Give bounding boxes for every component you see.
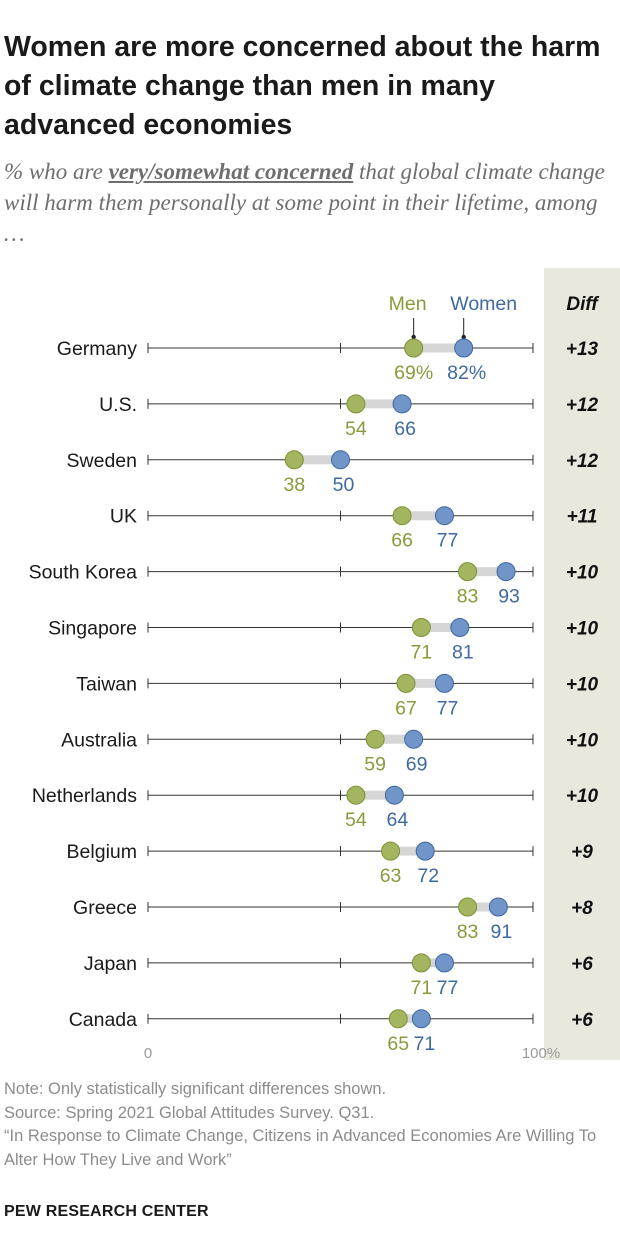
- men-dot-belgium: [381, 841, 401, 861]
- women-dot-south-korea: [496, 562, 516, 582]
- men-dot-taiwan: [396, 673, 416, 693]
- women-value-germany: 82%: [447, 362, 486, 384]
- men-value-japan: 71: [410, 977, 432, 999]
- men-value-australia: 59: [364, 753, 386, 775]
- women-value-u-s: 66: [394, 418, 416, 440]
- country-label-taiwan: Taiwan: [76, 673, 137, 695]
- diff-value-south-korea: +10: [566, 563, 599, 584]
- women-dot-u-s: [392, 394, 412, 414]
- diff-value-sweden: +12: [566, 451, 599, 472]
- country-label-netherlands: Netherlands: [32, 785, 137, 807]
- subtitle-tail: that global climate change will harm the…: [4, 159, 605, 246]
- legend-men: Men: [389, 293, 427, 315]
- men-value-germany: 69%: [394, 362, 433, 384]
- women-value-netherlands: 64: [387, 809, 409, 831]
- country-label-belgium: Belgium: [67, 841, 137, 863]
- women-dot-japan: [434, 953, 454, 973]
- legend-men-pointer-dot: [411, 334, 416, 340]
- country-label-south-korea: South Korea: [29, 562, 138, 584]
- source-text: Source: Spring 2021 Global Attitudes Sur…: [4, 1103, 375, 1122]
- diff-column-background: [544, 268, 620, 1060]
- men-dot-germany: [404, 338, 424, 358]
- men-dot-australia: [365, 729, 385, 749]
- men-value-canada: 65: [387, 1033, 409, 1055]
- men-value-belgium: 63: [380, 865, 402, 887]
- diff-value-australia: +10: [566, 730, 599, 751]
- x-tick-label-100: 100%: [522, 1045, 560, 1062]
- diff-value-u-s: +12: [566, 395, 599, 416]
- men-value-sweden: 38: [283, 474, 305, 496]
- subtitle-lead: % who are: [4, 159, 109, 184]
- dot-plot-chart: Men Women Diff Germany 69% 82% +13 U.S. 54 66 +12 S…: [29, 268, 620, 1062]
- women-dot-belgium: [415, 841, 435, 861]
- men-dot-greece: [458, 897, 478, 917]
- diff-value-singapore: +10: [566, 619, 599, 640]
- women-dot-netherlands: [384, 785, 404, 805]
- women-value-canada: 71: [413, 1033, 435, 1055]
- women-value-sweden: 50: [333, 474, 355, 496]
- country-label-canada: Canada: [69, 1009, 137, 1031]
- men-dot-canada: [388, 1009, 408, 1029]
- men-dot-south-korea: [458, 562, 478, 582]
- men-dot-sweden: [284, 450, 304, 470]
- country-label-germany: Germany: [57, 338, 137, 360]
- men-dot-netherlands: [346, 785, 366, 805]
- report-text: “In Response to Climate Change, Citizens…: [4, 1127, 597, 1169]
- women-value-uk: 77: [437, 530, 459, 552]
- men-value-greece: 83: [457, 921, 479, 943]
- women-value-singapore: 81: [452, 642, 474, 664]
- women-dot-sweden: [331, 450, 350, 470]
- diff-value-taiwan: +10: [566, 674, 599, 695]
- women-value-taiwan: 77: [437, 697, 459, 719]
- chart-title: Women are more concerned about the harm …: [4, 31, 601, 141]
- legend-women-pointer-dot: [461, 334, 466, 340]
- country-label-japan: Japan: [84, 953, 137, 975]
- women-value-belgium: 72: [417, 865, 439, 887]
- men-value-taiwan: 67: [395, 697, 417, 719]
- men-value-south-korea: 83: [457, 586, 479, 608]
- men-value-singapore: 71: [410, 642, 432, 664]
- men-dot-japan: [411, 953, 431, 973]
- diff-header: Diff: [566, 294, 599, 315]
- subtitle-emphasis: very/somewhat concerned: [108, 159, 354, 184]
- x-tick-label-0: 0: [144, 1045, 152, 1062]
- women-dot-taiwan: [434, 673, 454, 693]
- plot-area: Men Women Diff Germany 69% 82% +13 U.S. 54 66 +12 S…: [29, 293, 600, 1062]
- women-dot-singapore: [450, 618, 470, 637]
- chart-subtitle: % who are very/somewhat concerned that g…: [4, 156, 614, 249]
- diff-value-japan: +6: [571, 954, 593, 975]
- diff-value-germany: +13: [566, 339, 599, 360]
- men-value-u-s: 54: [345, 418, 367, 440]
- women-value-greece: 91: [490, 921, 512, 943]
- diff-value-greece: +8: [571, 898, 593, 919]
- legend-women: Women: [450, 293, 517, 315]
- men-dot-singapore: [411, 618, 431, 637]
- footnotes: Note: Only statistically significant dif…: [4, 1078, 616, 1172]
- diff-value-belgium: +9: [571, 842, 593, 863]
- country-label-uk: UK: [110, 506, 137, 528]
- women-dot-canada: [411, 1009, 431, 1029]
- men-dot-uk: [392, 506, 412, 526]
- women-dot-greece: [488, 897, 508, 917]
- diff-value-uk: +11: [567, 507, 598, 528]
- diff-value-netherlands: +10: [566, 786, 599, 807]
- women-dot-uk: [434, 506, 454, 526]
- country-label-sweden: Sweden: [67, 450, 137, 472]
- country-label-u-s: U.S.: [99, 394, 137, 416]
- women-dot-australia: [404, 729, 424, 749]
- men-value-uk: 66: [391, 530, 413, 552]
- women-dot-germany: [454, 338, 474, 358]
- women-value-south-korea: 93: [498, 586, 520, 608]
- note-text: Note: Only statistically significant dif…: [4, 1080, 387, 1098]
- country-label-singapore: Singapore: [48, 618, 137, 640]
- women-value-australia: 69: [406, 753, 428, 775]
- country-label-australia: Australia: [61, 729, 137, 751]
- diff-value-canada: +6: [571, 1010, 593, 1031]
- men-dot-u-s: [346, 394, 366, 414]
- country-label-greece: Greece: [73, 897, 137, 919]
- women-value-japan: 77: [437, 977, 459, 999]
- men-value-netherlands: 54: [345, 809, 367, 831]
- brand-logo-text: PEW RESEARCH CENTER: [4, 1203, 209, 1220]
